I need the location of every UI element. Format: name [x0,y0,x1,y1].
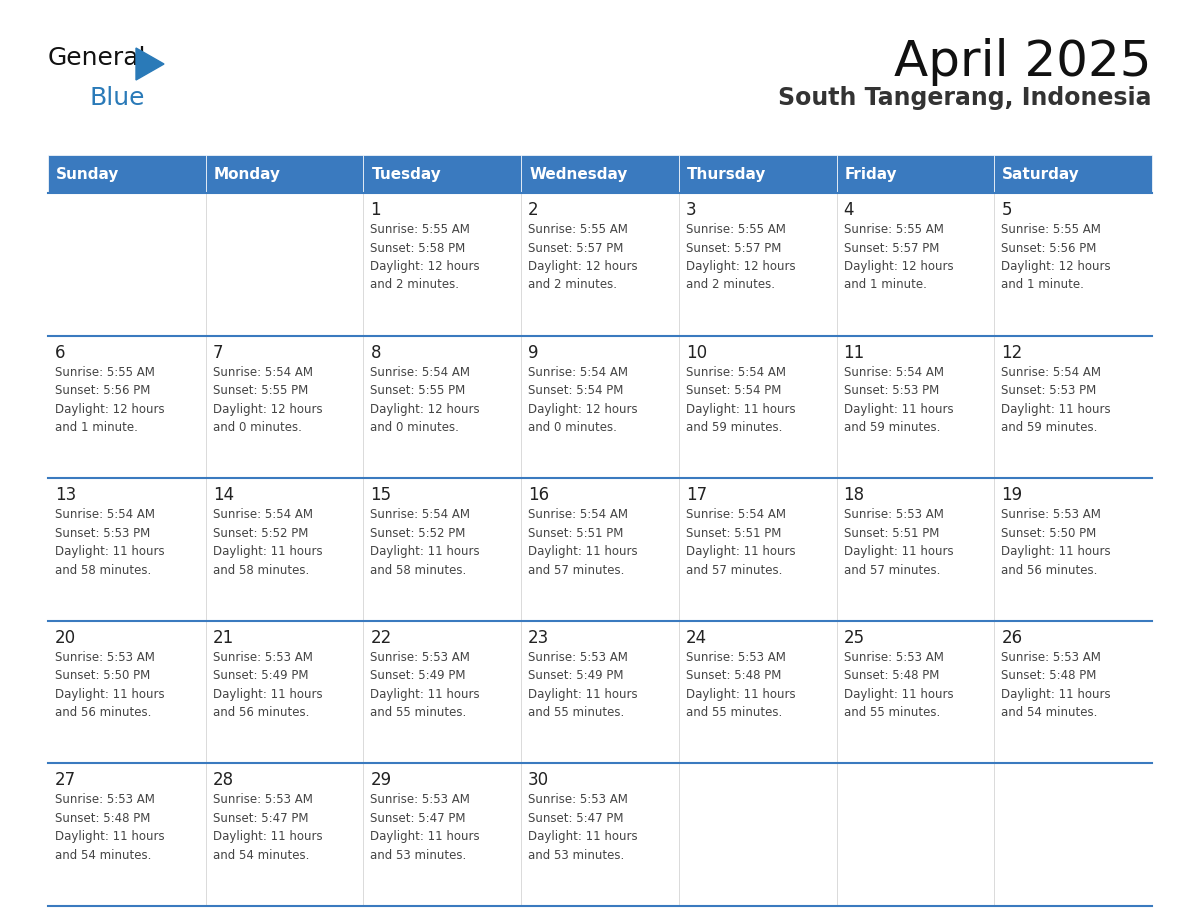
Text: Sunrise: 5:54 AM
Sunset: 5:54 PM
Daylight: 11 hours
and 59 minutes.: Sunrise: 5:54 AM Sunset: 5:54 PM Dayligh… [685,365,796,434]
Text: Sunrise: 5:55 AM
Sunset: 5:56 PM
Daylight: 12 hours
and 1 minute.: Sunrise: 5:55 AM Sunset: 5:56 PM Dayligh… [1001,223,1111,292]
Text: Sunrise: 5:53 AM
Sunset: 5:47 PM
Daylight: 11 hours
and 54 minutes.: Sunrise: 5:53 AM Sunset: 5:47 PM Dayligh… [213,793,322,862]
Bar [48,155,206,193]
Text: 22: 22 [371,629,392,647]
Text: 26: 26 [1001,629,1023,647]
Text: 18: 18 [843,487,865,504]
Bar [994,155,1152,193]
Bar [48,336,1152,478]
Text: 17: 17 [685,487,707,504]
Text: General: General [48,46,146,70]
Text: Sunrise: 5:55 AM
Sunset: 5:57 PM
Daylight: 12 hours
and 2 minutes.: Sunrise: 5:55 AM Sunset: 5:57 PM Dayligh… [685,223,796,292]
Text: 11: 11 [843,343,865,362]
Text: 20: 20 [55,629,76,647]
Text: Sunrise: 5:54 AM
Sunset: 5:52 PM
Daylight: 11 hours
and 58 minutes.: Sunrise: 5:54 AM Sunset: 5:52 PM Dayligh… [371,509,480,577]
Text: Sunrise: 5:53 AM
Sunset: 5:48 PM
Daylight: 11 hours
and 54 minutes.: Sunrise: 5:53 AM Sunset: 5:48 PM Dayligh… [55,793,165,862]
Text: Sunrise: 5:54 AM
Sunset: 5:51 PM
Daylight: 11 hours
and 57 minutes.: Sunrise: 5:54 AM Sunset: 5:51 PM Dayligh… [529,509,638,577]
Text: Sunrise: 5:54 AM
Sunset: 5:53 PM
Daylight: 11 hours
and 59 minutes.: Sunrise: 5:54 AM Sunset: 5:53 PM Dayligh… [1001,365,1111,434]
Text: Sunrise: 5:53 AM
Sunset: 5:47 PM
Daylight: 11 hours
and 53 minutes.: Sunrise: 5:53 AM Sunset: 5:47 PM Dayligh… [371,793,480,862]
Text: Sunrise: 5:54 AM
Sunset: 5:53 PM
Daylight: 11 hours
and 58 minutes.: Sunrise: 5:54 AM Sunset: 5:53 PM Dayligh… [55,509,165,577]
Text: Friday: Friday [845,166,897,182]
Text: Sunrise: 5:53 AM
Sunset: 5:47 PM
Daylight: 11 hours
and 53 minutes.: Sunrise: 5:53 AM Sunset: 5:47 PM Dayligh… [529,793,638,862]
Text: Sunrise: 5:54 AM
Sunset: 5:55 PM
Daylight: 12 hours
and 0 minutes.: Sunrise: 5:54 AM Sunset: 5:55 PM Dayligh… [213,365,322,434]
Text: 5: 5 [1001,201,1012,219]
Text: Sunrise: 5:53 AM
Sunset: 5:48 PM
Daylight: 11 hours
and 54 minutes.: Sunrise: 5:53 AM Sunset: 5:48 PM Dayligh… [1001,651,1111,720]
Text: Sunrise: 5:55 AM
Sunset: 5:56 PM
Daylight: 12 hours
and 1 minute.: Sunrise: 5:55 AM Sunset: 5:56 PM Dayligh… [55,365,165,434]
Bar [48,478,1152,621]
Text: 8: 8 [371,343,381,362]
Text: 27: 27 [55,771,76,789]
Text: 23: 23 [529,629,549,647]
Bar [678,155,836,193]
Text: 21: 21 [213,629,234,647]
Text: 19: 19 [1001,487,1023,504]
Text: South Tangerang, Indonesia: South Tangerang, Indonesia [778,86,1152,110]
Text: Sunrise: 5:55 AM
Sunset: 5:58 PM
Daylight: 12 hours
and 2 minutes.: Sunrise: 5:55 AM Sunset: 5:58 PM Dayligh… [371,223,480,292]
Text: 1: 1 [371,201,381,219]
Text: Monday: Monday [214,166,280,182]
Text: Sunrise: 5:53 AM
Sunset: 5:50 PM
Daylight: 11 hours
and 56 minutes.: Sunrise: 5:53 AM Sunset: 5:50 PM Dayligh… [1001,509,1111,577]
Bar [206,155,364,193]
Text: 14: 14 [213,487,234,504]
Text: 30: 30 [529,771,549,789]
Text: Sunrise: 5:55 AM
Sunset: 5:57 PM
Daylight: 12 hours
and 1 minute.: Sunrise: 5:55 AM Sunset: 5:57 PM Dayligh… [843,223,953,292]
Text: 10: 10 [685,343,707,362]
Polygon shape [135,48,164,80]
Text: Sunrise: 5:54 AM
Sunset: 5:51 PM
Daylight: 11 hours
and 57 minutes.: Sunrise: 5:54 AM Sunset: 5:51 PM Dayligh… [685,509,796,577]
Text: 25: 25 [843,629,865,647]
Text: 4: 4 [843,201,854,219]
Text: 3: 3 [685,201,696,219]
Text: 16: 16 [529,487,549,504]
Text: Sunrise: 5:53 AM
Sunset: 5:49 PM
Daylight: 11 hours
and 55 minutes.: Sunrise: 5:53 AM Sunset: 5:49 PM Dayligh… [371,651,480,720]
Text: Sunrise: 5:53 AM
Sunset: 5:51 PM
Daylight: 11 hours
and 57 minutes.: Sunrise: 5:53 AM Sunset: 5:51 PM Dayligh… [843,509,953,577]
Text: Saturday: Saturday [1003,166,1080,182]
Bar [48,193,1152,336]
Text: 24: 24 [685,629,707,647]
Text: Sunrise: 5:54 AM
Sunset: 5:52 PM
Daylight: 11 hours
and 58 minutes.: Sunrise: 5:54 AM Sunset: 5:52 PM Dayligh… [213,509,322,577]
Bar [836,155,994,193]
Text: 7: 7 [213,343,223,362]
Text: Thursday: Thursday [687,166,766,182]
Text: Sunrise: 5:55 AM
Sunset: 5:57 PM
Daylight: 12 hours
and 2 minutes.: Sunrise: 5:55 AM Sunset: 5:57 PM Dayligh… [529,223,638,292]
Text: Blue: Blue [90,86,145,110]
Text: 15: 15 [371,487,392,504]
Bar [48,621,1152,764]
Text: Sunrise: 5:53 AM
Sunset: 5:49 PM
Daylight: 11 hours
and 55 minutes.: Sunrise: 5:53 AM Sunset: 5:49 PM Dayligh… [529,651,638,720]
Text: Sunrise: 5:54 AM
Sunset: 5:54 PM
Daylight: 12 hours
and 0 minutes.: Sunrise: 5:54 AM Sunset: 5:54 PM Dayligh… [529,365,638,434]
Text: 2: 2 [529,201,539,219]
Text: Sunrise: 5:53 AM
Sunset: 5:49 PM
Daylight: 11 hours
and 56 minutes.: Sunrise: 5:53 AM Sunset: 5:49 PM Dayligh… [213,651,322,720]
Text: Sunrise: 5:53 AM
Sunset: 5:48 PM
Daylight: 11 hours
and 55 minutes.: Sunrise: 5:53 AM Sunset: 5:48 PM Dayligh… [843,651,953,720]
Text: 9: 9 [529,343,538,362]
Text: 13: 13 [55,487,76,504]
Text: Sunrise: 5:53 AM
Sunset: 5:48 PM
Daylight: 11 hours
and 55 minutes.: Sunrise: 5:53 AM Sunset: 5:48 PM Dayligh… [685,651,796,720]
Text: 12: 12 [1001,343,1023,362]
Text: Sunday: Sunday [56,166,119,182]
Text: 29: 29 [371,771,392,789]
Bar [364,155,522,193]
Text: 28: 28 [213,771,234,789]
Text: Tuesday: Tuesday [372,166,441,182]
Text: April 2025: April 2025 [895,38,1152,86]
Text: Sunrise: 5:54 AM
Sunset: 5:55 PM
Daylight: 12 hours
and 0 minutes.: Sunrise: 5:54 AM Sunset: 5:55 PM Dayligh… [371,365,480,434]
Bar [48,764,1152,906]
Text: 6: 6 [55,343,65,362]
Text: Wednesday: Wednesday [529,166,627,182]
Text: Sunrise: 5:54 AM
Sunset: 5:53 PM
Daylight: 11 hours
and 59 minutes.: Sunrise: 5:54 AM Sunset: 5:53 PM Dayligh… [843,365,953,434]
Bar [522,155,678,193]
Text: Sunrise: 5:53 AM
Sunset: 5:50 PM
Daylight: 11 hours
and 56 minutes.: Sunrise: 5:53 AM Sunset: 5:50 PM Dayligh… [55,651,165,720]
